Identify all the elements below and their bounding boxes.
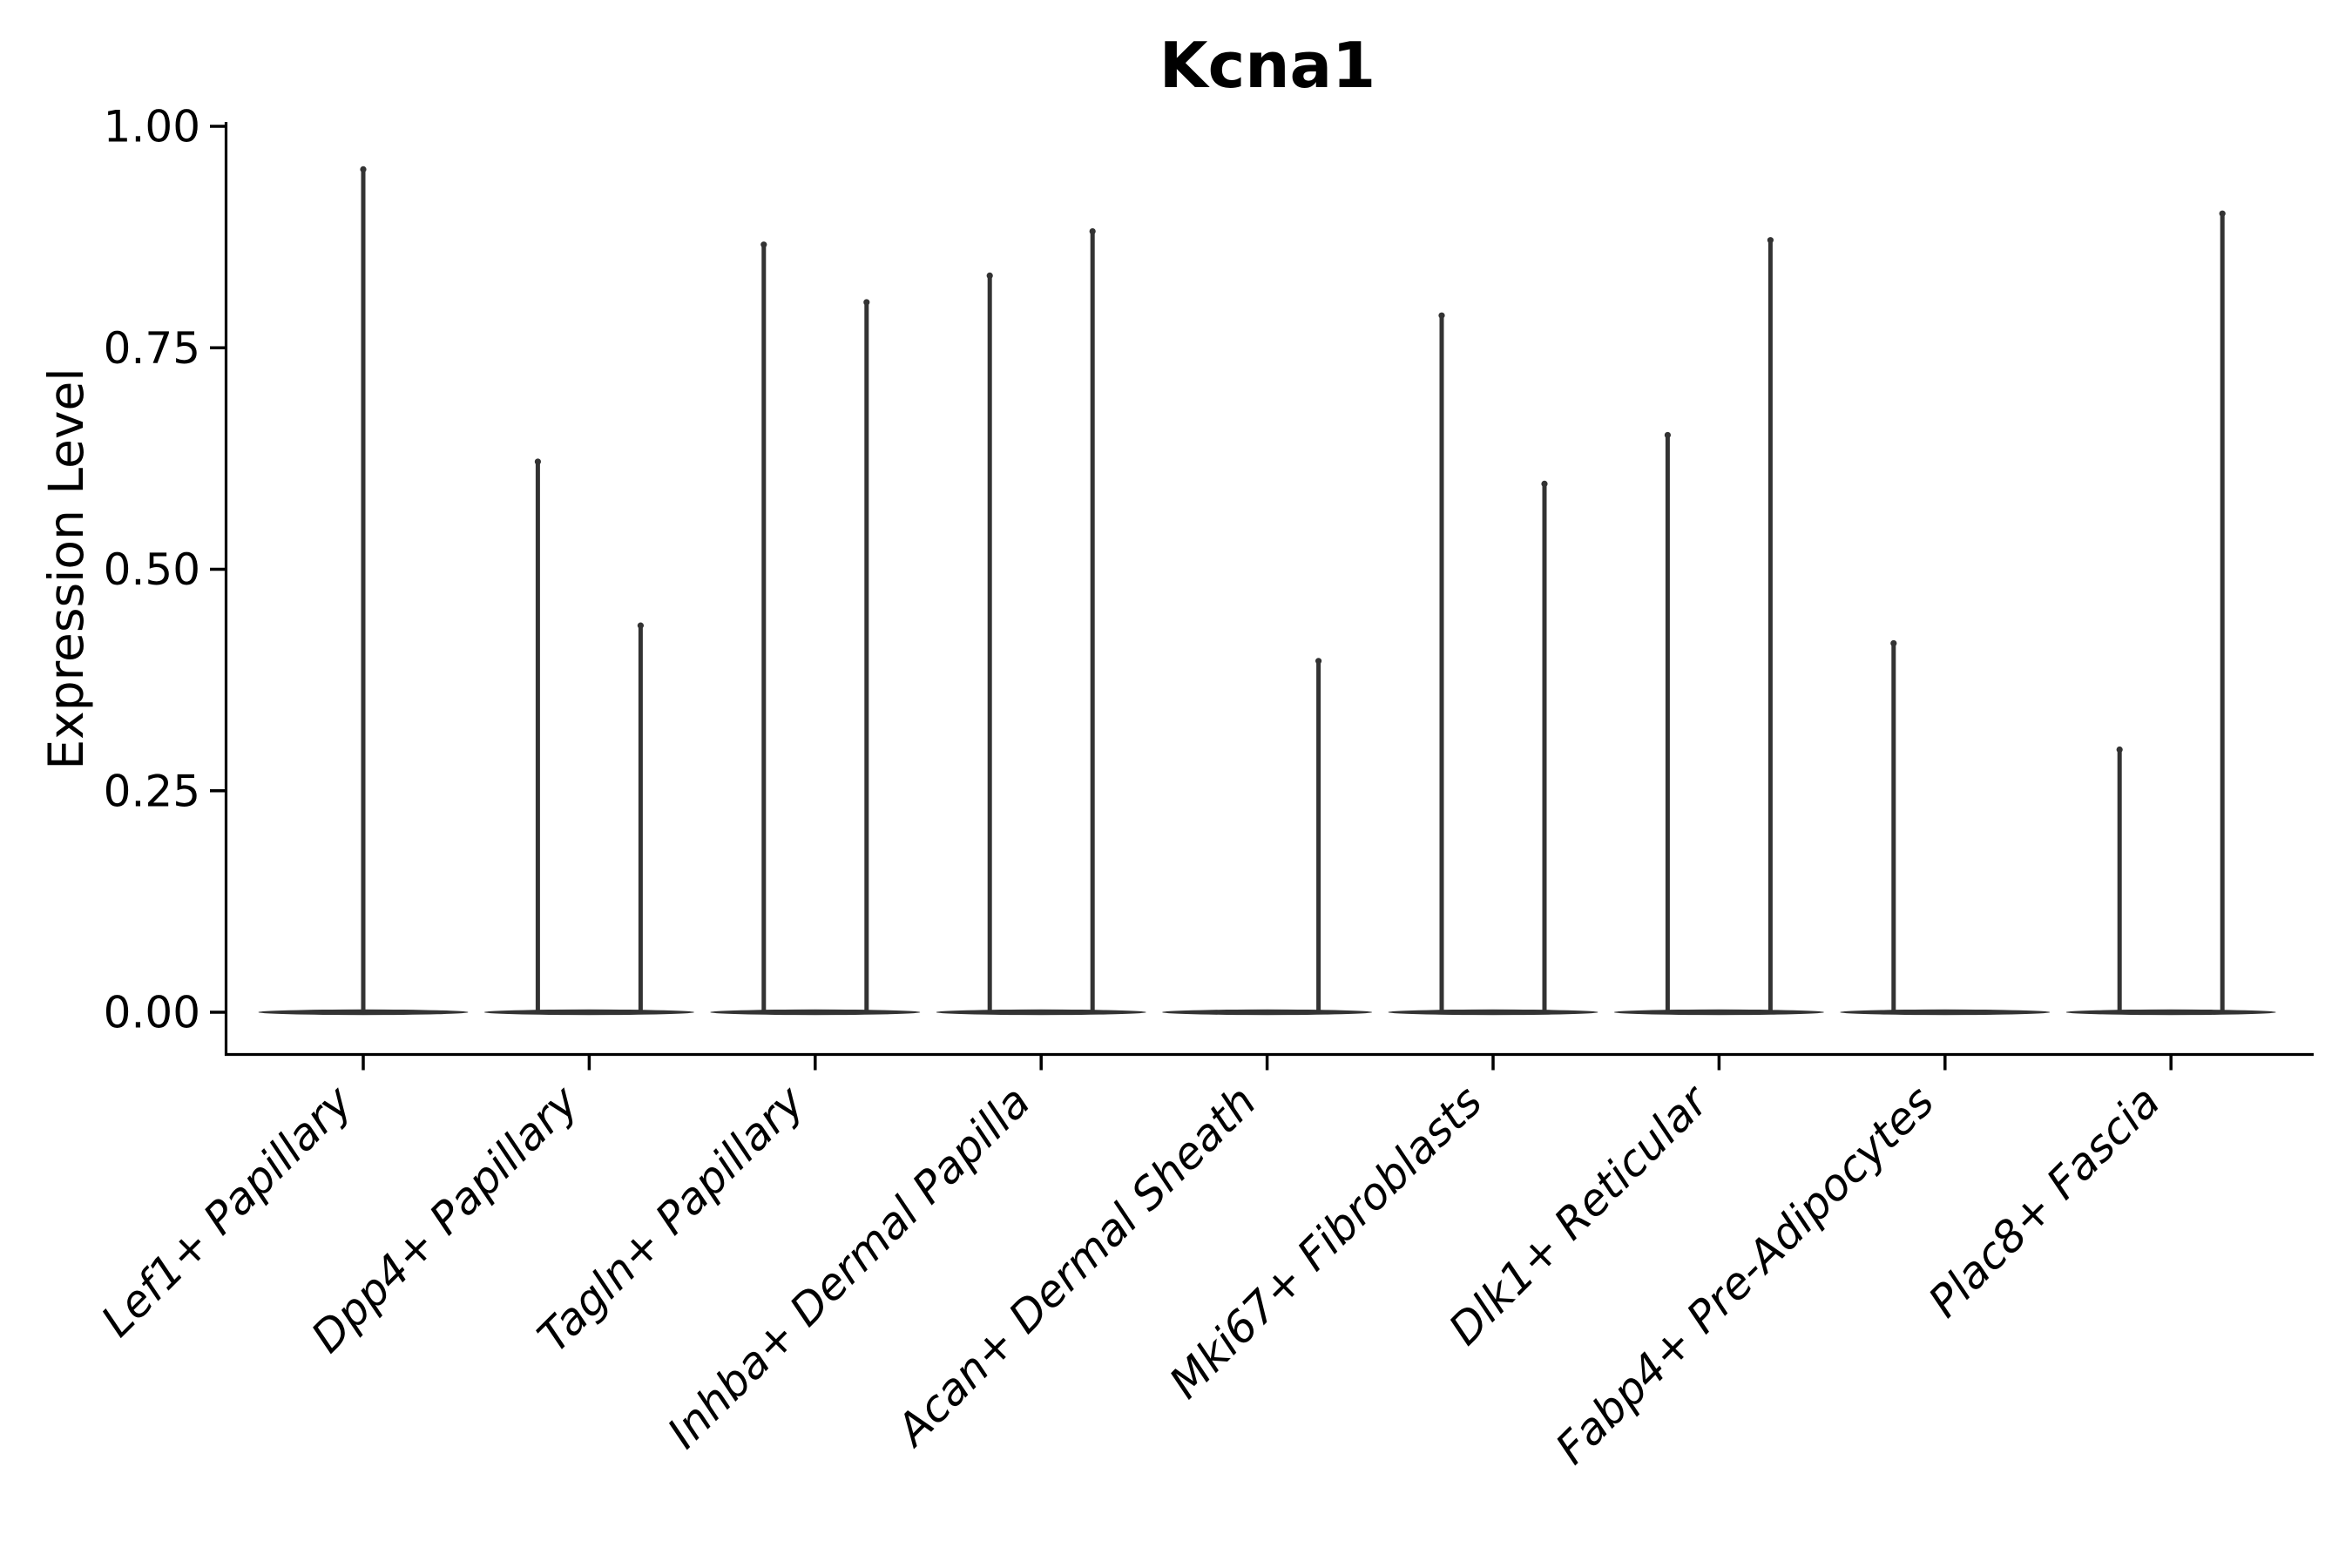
violin-spike-tip xyxy=(360,166,367,172)
violin-spike-tip xyxy=(863,299,870,306)
violin-spike-tip xyxy=(760,241,767,248)
violin-spike-tip xyxy=(1438,312,1445,319)
violin-spike-tip xyxy=(1664,431,1671,439)
violin-spike-tip xyxy=(1089,227,1096,235)
violin-spike-tip xyxy=(2116,746,2123,754)
violins-group xyxy=(258,166,2276,1016)
violin-base xyxy=(483,1009,694,1016)
x-tick-label: Fabp4+ Pre-Adipocytes xyxy=(1546,1076,1944,1474)
x-axis-ticks xyxy=(362,1054,2173,1071)
violin-spike-tip xyxy=(986,272,993,280)
violin-base xyxy=(710,1009,921,1016)
y-tick-label: 0.75 xyxy=(104,323,200,374)
x-tick-label: Acan+ Dermal Sheath xyxy=(885,1076,1266,1456)
violin-spike-tip xyxy=(1315,658,1322,665)
violin-base xyxy=(936,1009,1146,1016)
y-tick-label: 0.00 xyxy=(104,988,200,1038)
violin-base xyxy=(1840,1009,2051,1016)
violin-spike-tip xyxy=(2219,210,2226,217)
violin-spike-tip xyxy=(1767,237,1774,244)
y-tick-label: 0.25 xyxy=(104,766,200,816)
y-axis-title: Expression Level xyxy=(38,368,94,769)
x-tick-label: Plac8+ Fascia xyxy=(1919,1076,2170,1327)
y-tick-label: 0.50 xyxy=(104,544,200,595)
violin-spike-tip xyxy=(534,458,542,465)
violin-spike-tip xyxy=(637,622,645,629)
y-axis-ticks: 1.00 0.75 0.50 0.25 0.00 xyxy=(104,102,226,1038)
violin-spike-tip xyxy=(1541,480,1548,488)
violin-base xyxy=(1388,1009,1598,1016)
violin-base xyxy=(2065,1009,2276,1016)
violin-spike-tip xyxy=(1890,639,1897,647)
y-tick-label: 1.00 xyxy=(104,102,200,152)
violin-base xyxy=(1613,1009,1824,1016)
x-tick-label: Inhba+ Dermal Papilla xyxy=(658,1076,1039,1457)
violin-base xyxy=(1162,1009,1373,1016)
chart-title: Kcna1 xyxy=(1159,29,1375,102)
